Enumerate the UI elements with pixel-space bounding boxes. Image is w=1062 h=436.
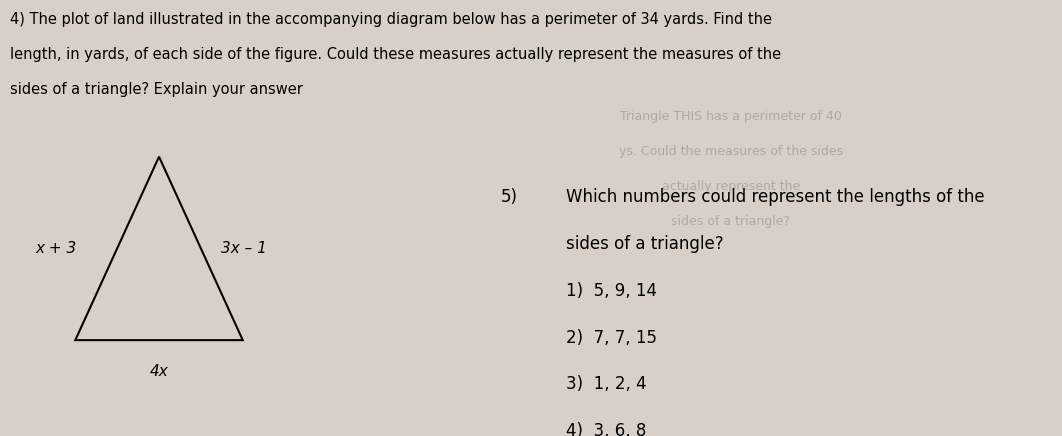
Text: 3)  1, 2, 4: 3) 1, 2, 4	[566, 375, 647, 394]
Text: actually represent the: actually represent the	[662, 180, 800, 193]
Text: 2)  7, 7, 15: 2) 7, 7, 15	[566, 329, 656, 347]
Text: Triangle THIS has a perimeter of 40: Triangle THIS has a perimeter of 40	[620, 109, 842, 123]
Text: 4) The plot of land illustrated in the accompanying diagram below has a perimete: 4) The plot of land illustrated in the a…	[10, 12, 772, 27]
Text: length, in yards, of each side of the figure. Could these measures actually repr: length, in yards, of each side of the fi…	[10, 47, 782, 62]
Text: 5): 5)	[500, 188, 517, 206]
Text: x + 3: x + 3	[36, 241, 78, 256]
Text: sides of a triangle?: sides of a triangle?	[671, 215, 790, 228]
Text: sides of a triangle?: sides of a triangle?	[566, 235, 723, 253]
Text: 3x – 1: 3x – 1	[221, 241, 267, 256]
Text: sides of a triangle? Explain your answer: sides of a triangle? Explain your answer	[10, 82, 303, 97]
Text: 4x: 4x	[150, 364, 169, 378]
Text: ys. Could the measures of the sides: ys. Could the measures of the sides	[619, 145, 843, 158]
Text: 4)  3, 6, 8: 4) 3, 6, 8	[566, 422, 646, 436]
Text: Which numbers could represent the lengths of the: Which numbers could represent the length…	[566, 188, 984, 206]
Text: 1)  5, 9, 14: 1) 5, 9, 14	[566, 282, 656, 300]
